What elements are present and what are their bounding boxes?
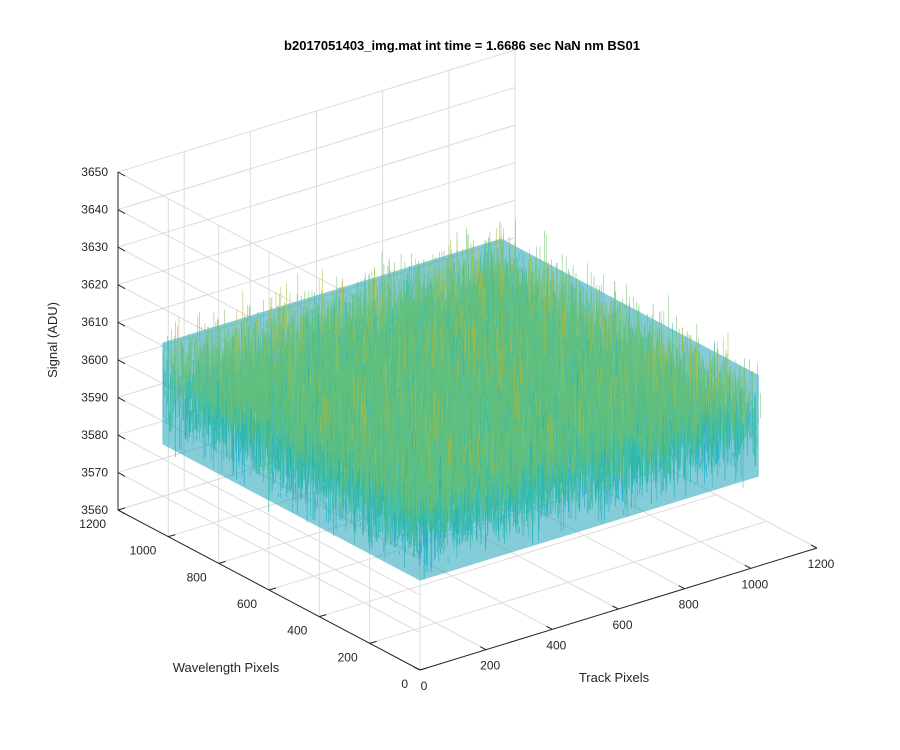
y-tick-1000 bbox=[168, 534, 176, 538]
surface-strands-6 bbox=[178, 224, 750, 485]
rightwall-grid-z-3610 bbox=[117, 199, 516, 323]
y-tick-label-800: 800 bbox=[187, 570, 207, 584]
z-axis-label: Signal (ADU) bbox=[45, 302, 60, 378]
leftwall-grid-z-3580 bbox=[117, 434, 421, 596]
z-tick-3560 bbox=[117, 509, 126, 515]
x-tick-label-0: 0 bbox=[421, 679, 428, 693]
y-tick-label-1200: 1200 bbox=[79, 517, 106, 531]
x-tick-label-600: 600 bbox=[612, 618, 632, 632]
z-tick-label-3590: 3590 bbox=[81, 390, 108, 404]
y-tick-600 bbox=[268, 587, 277, 591]
z-tick-label-3560: 3560 bbox=[81, 503, 108, 517]
z-tick-3650 bbox=[117, 171, 126, 177]
rightwall-grid-z-3640 bbox=[117, 87, 516, 211]
x-tick-1200 bbox=[810, 544, 818, 549]
y-tick-0 bbox=[419, 667, 428, 671]
z-tick-3590 bbox=[117, 396, 126, 402]
floor-grid-y-400 bbox=[319, 494, 717, 618]
z-tick-label-3570: 3570 bbox=[81, 465, 108, 479]
tick-labels: 0 200 400 600 800 1000 1200 0 200 400 600 800 1000 12… bbox=[79, 165, 834, 693]
z-tick-label-3640: 3640 bbox=[81, 203, 108, 217]
z-tick-label-3650: 3650 bbox=[81, 165, 108, 179]
z-tick-label-3620: 3620 bbox=[81, 278, 108, 292]
y-tick-label-600: 600 bbox=[237, 597, 257, 611]
z-tick-label-3630: 3630 bbox=[81, 240, 108, 254]
x-axis-label: Track Pixels bbox=[579, 670, 650, 685]
y-tick-400 bbox=[319, 614, 327, 618]
x-tick-800 bbox=[678, 585, 685, 590]
z-tick-3610 bbox=[117, 321, 126, 327]
z-tick-label-3600: 3600 bbox=[81, 353, 108, 367]
x-tick-label-1000: 1000 bbox=[741, 577, 768, 591]
z-tick-3620 bbox=[117, 284, 126, 290]
surface-strands-5 bbox=[162, 219, 761, 543]
x-tick-200 bbox=[479, 646, 487, 651]
y-axis-label: Wavelength Pixels bbox=[173, 660, 280, 675]
surface bbox=[162, 219, 761, 581]
x-tick-label-800: 800 bbox=[679, 598, 699, 612]
x-tick-0 bbox=[413, 666, 421, 671]
x-tick-1000 bbox=[744, 564, 752, 569]
y-tick-label-400: 400 bbox=[287, 624, 307, 638]
x-tick-label-1200: 1200 bbox=[808, 557, 835, 571]
axes bbox=[117, 171, 818, 671]
z-tick-3630 bbox=[117, 246, 126, 252]
y-tick-1200 bbox=[117, 507, 126, 511]
x-tick-400 bbox=[546, 625, 553, 630]
floor-grid-y-200 bbox=[369, 520, 767, 644]
z-tick-3600 bbox=[117, 359, 126, 365]
y-tick-label-0: 0 bbox=[401, 677, 408, 691]
z-tick-label-3580: 3580 bbox=[81, 428, 108, 442]
rightwall-grid-z-3630 bbox=[117, 124, 516, 248]
rightwall-grid-z-3620 bbox=[117, 162, 516, 286]
x-tick-600 bbox=[612, 605, 619, 610]
y-tick-200 bbox=[369, 640, 377, 644]
y-tick-label-200: 200 bbox=[338, 650, 358, 664]
y-tick-label-1000: 1000 bbox=[130, 544, 157, 558]
z-tick-3640 bbox=[117, 209, 126, 214]
z-tick-label-3610: 3610 bbox=[81, 315, 108, 329]
z-tick-3570 bbox=[117, 472, 126, 477]
rightwall-grid-z-3650 bbox=[117, 49, 516, 173]
x-tick-label-200: 200 bbox=[480, 659, 500, 673]
leftwall-grid-z-3570 bbox=[117, 472, 421, 633]
z-tick-3580 bbox=[117, 434, 126, 440]
chart-title: b2017051403_img.mat int time = 1.6686 se… bbox=[284, 38, 640, 53]
y-tick-800 bbox=[218, 560, 226, 564]
x-tick-label-400: 400 bbox=[546, 638, 566, 652]
